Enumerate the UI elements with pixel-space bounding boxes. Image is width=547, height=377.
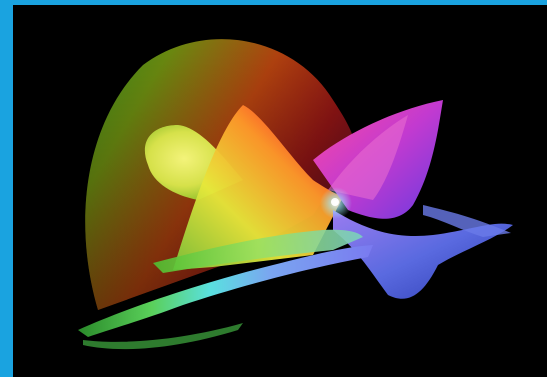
surface-render	[13, 5, 547, 377]
cone-peak-surface	[173, 105, 343, 270]
blue-flow-surface	[333, 210, 513, 299]
ribbon-surface	[78, 245, 373, 337]
top-accent-bar	[0, 0, 547, 5]
surface-render-svg	[78, 39, 513, 350]
left-accent-bar	[0, 0, 13, 377]
green-sheet-surface	[153, 229, 363, 273]
